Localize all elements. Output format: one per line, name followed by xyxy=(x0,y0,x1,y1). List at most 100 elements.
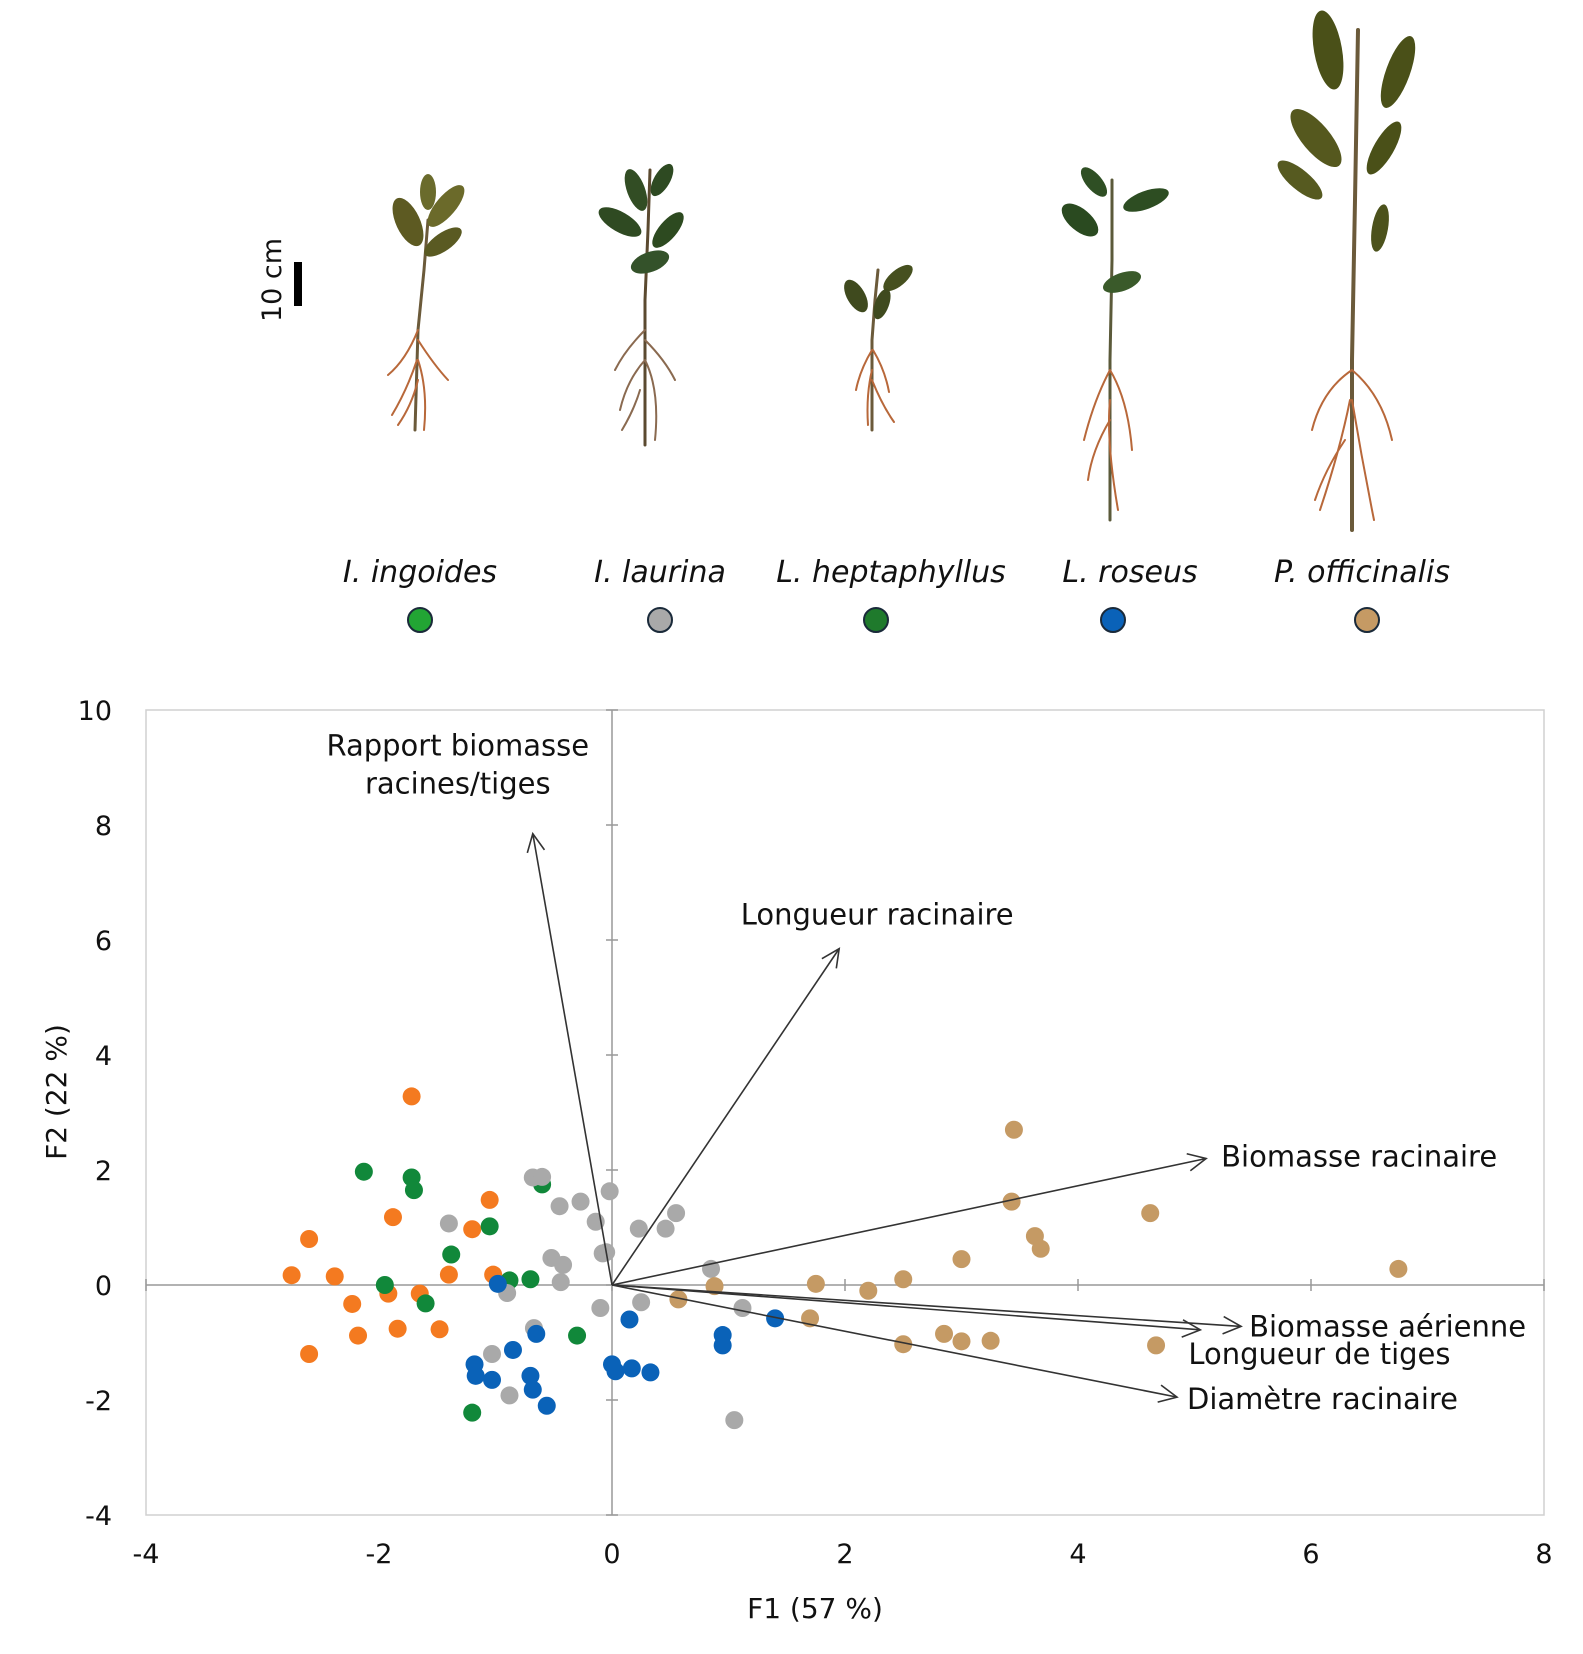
data-point xyxy=(1141,1204,1160,1223)
data-point xyxy=(1002,1192,1021,1211)
vector-line xyxy=(611,1157,1207,1286)
legend-label-l-heptaphyllus: L. heptaphyllus xyxy=(776,555,1006,590)
data-point xyxy=(483,1345,502,1363)
data-point xyxy=(402,1087,421,1106)
data-point xyxy=(606,1362,625,1381)
data-point xyxy=(766,1309,785,1328)
variable-vectors: Rapport biomasse racines/tiges Longueur ra… xyxy=(326,729,1526,1417)
data-point xyxy=(629,1219,648,1238)
legend-entry-p-officinalis: P. officinalis xyxy=(1274,555,1450,633)
y-tick-label: 2 xyxy=(95,1156,112,1187)
legend-entry-l-heptaphyllus: L. heptaphyllus xyxy=(776,555,1006,633)
data-point xyxy=(521,1366,540,1385)
y-tick-label: 6 xyxy=(95,926,112,957)
data-point xyxy=(591,1299,610,1317)
vector-arrowhead xyxy=(1181,1319,1203,1338)
y-tick-label: 4 xyxy=(95,1041,112,1072)
vector-arrowhead xyxy=(1186,1152,1208,1172)
data-point xyxy=(622,1359,641,1378)
data-point xyxy=(349,1326,368,1345)
data-point xyxy=(463,1403,482,1422)
data-point xyxy=(480,1190,499,1209)
data-point xyxy=(533,1167,552,1186)
data-point xyxy=(894,1270,913,1289)
legend-label-i-laurina: I. laurina xyxy=(594,555,726,590)
x-axis-title: F1 (57 %) xyxy=(747,1592,883,1625)
data-point xyxy=(483,1370,502,1389)
vector-label: Rapport biomasse racines/tiges xyxy=(326,729,589,801)
data-point xyxy=(466,1366,485,1385)
vector-line xyxy=(611,948,840,1286)
data-point xyxy=(620,1310,639,1329)
y-tick-label: -2 xyxy=(85,1386,112,1417)
y-tick-label: 8 xyxy=(95,811,112,842)
data-point xyxy=(354,1162,373,1181)
data-point xyxy=(894,1335,913,1354)
legend-label-l-roseus: L. roseus xyxy=(1062,555,1197,590)
seedling-photo-i-laurina xyxy=(598,163,684,447)
data-point xyxy=(568,1326,587,1345)
legend-marker-p-officinalis xyxy=(1354,607,1380,633)
data-point xyxy=(1389,1259,1408,1278)
vector-label: Biomasse aérienne xyxy=(1249,1309,1526,1343)
data-point xyxy=(537,1396,556,1415)
data-point xyxy=(463,1220,482,1239)
legend-marker-l-heptaphyllus xyxy=(863,607,889,633)
x-tick-label: 8 xyxy=(1535,1539,1552,1570)
data-point xyxy=(523,1380,542,1399)
x-axis-ticks: -4 -2 0 2 4 6 8 xyxy=(133,1279,1553,1570)
vector-arrowhead xyxy=(1157,1384,1179,1403)
x-tick-label: 0 xyxy=(603,1539,620,1570)
x-tick-label: -4 xyxy=(133,1539,160,1570)
data-point xyxy=(1031,1239,1050,1258)
vector-arrowhead xyxy=(821,947,841,969)
legend-entry-i-ingoides: I. ingoides xyxy=(343,555,497,633)
data-point xyxy=(439,1214,458,1233)
seedling-photo-i-ingoides xyxy=(387,174,465,432)
legend-label-p-officinalis: P. officinalis xyxy=(1274,555,1450,590)
data-point xyxy=(1147,1336,1166,1355)
data-point xyxy=(388,1319,407,1338)
data-point xyxy=(300,1345,319,1363)
data-point xyxy=(952,1250,971,1269)
seedling-illustrations xyxy=(387,10,1416,532)
data-point xyxy=(383,1208,402,1227)
data-point xyxy=(733,1299,752,1317)
data-point xyxy=(713,1336,732,1355)
legend-label-i-ingoides: I. ingoides xyxy=(343,555,497,590)
x-tick-label: 4 xyxy=(1069,1539,1086,1570)
vector-label: Diamètre racinaire xyxy=(1187,1382,1458,1416)
data-point xyxy=(521,1270,540,1289)
plot-area xyxy=(145,709,1545,1516)
legend-marker-i-ingoides xyxy=(407,607,433,633)
vector-label: Longueur de tiges xyxy=(1188,1337,1450,1371)
data-point xyxy=(632,1293,651,1312)
data-point xyxy=(1004,1120,1023,1139)
data-point xyxy=(952,1332,971,1351)
y-tick-label: 0 xyxy=(95,1271,112,1302)
data-point xyxy=(725,1411,744,1430)
data-point xyxy=(600,1182,619,1201)
data-point xyxy=(669,1290,688,1309)
data-point xyxy=(325,1267,344,1286)
data-point xyxy=(500,1386,519,1405)
data-point xyxy=(416,1294,435,1313)
data-points xyxy=(282,1087,1408,1430)
seedling-photo-l-roseus xyxy=(1061,167,1169,522)
data-point xyxy=(488,1274,507,1293)
vector-arrowhead xyxy=(1222,1315,1243,1335)
scale-bar-line xyxy=(294,262,302,306)
data-point xyxy=(935,1324,954,1343)
legend-marker-i-laurina xyxy=(647,607,673,633)
data-point xyxy=(442,1245,461,1264)
data-point xyxy=(527,1324,546,1343)
seedling-photo-p-officinalis xyxy=(1277,10,1416,532)
data-point xyxy=(430,1320,449,1339)
data-point xyxy=(667,1204,686,1223)
vector-arrowhead xyxy=(526,831,546,854)
data-point xyxy=(404,1181,423,1200)
data-point xyxy=(480,1217,499,1236)
data-point xyxy=(439,1265,458,1284)
y-tick-label: 10 xyxy=(78,696,112,727)
